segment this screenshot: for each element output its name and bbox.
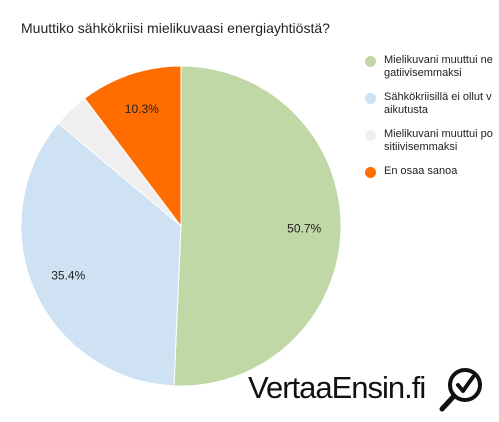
- brand-logo: VertaaEnsin.fi: [248, 368, 482, 412]
- legend-swatch: [365, 56, 376, 67]
- chart-title: Muuttiko sähkökriisi mielikuvaasi energi…: [21, 20, 330, 36]
- brand-text: VertaaEnsin.fi: [248, 370, 426, 405]
- legend-item: Sähkökriisillä ei ollut vaikutusta: [365, 91, 495, 117]
- magnifier-check-icon: [439, 368, 482, 412]
- legend-swatch: [365, 93, 376, 104]
- legend-item: En osaa sanoa: [365, 165, 495, 178]
- slice-label-0: 50.7%: [287, 222, 321, 236]
- legend-label: Mielikuvani muuttui negatiivisemmaksi: [384, 54, 493, 79]
- pie-slice-3: [83, 65, 182, 228]
- legend-label: En osaa sanoa: [384, 165, 458, 177]
- chart-legend: Mielikuvani muuttui negatiivisemmaksi Säh…: [365, 54, 495, 189]
- legend-label: Mielikuvani muuttui positiivisemmaksi: [384, 128, 493, 153]
- slice-label-1: 35.4%: [51, 269, 85, 283]
- legend-item: Mielikuvani muuttui positiivisemmaksi: [365, 128, 495, 154]
- pie-slice-1: [20, 122, 182, 387]
- legend-label: Sähkökriisillä ei ollut vaikutusta: [384, 91, 492, 116]
- pie-slice-0: [173, 65, 342, 387]
- legend-swatch: [365, 167, 376, 178]
- legend-item: Mielikuvani muuttui negatiivisemmaksi: [365, 54, 495, 80]
- slice-label-3: 10.3%: [125, 102, 159, 116]
- legend-swatch: [365, 130, 376, 141]
